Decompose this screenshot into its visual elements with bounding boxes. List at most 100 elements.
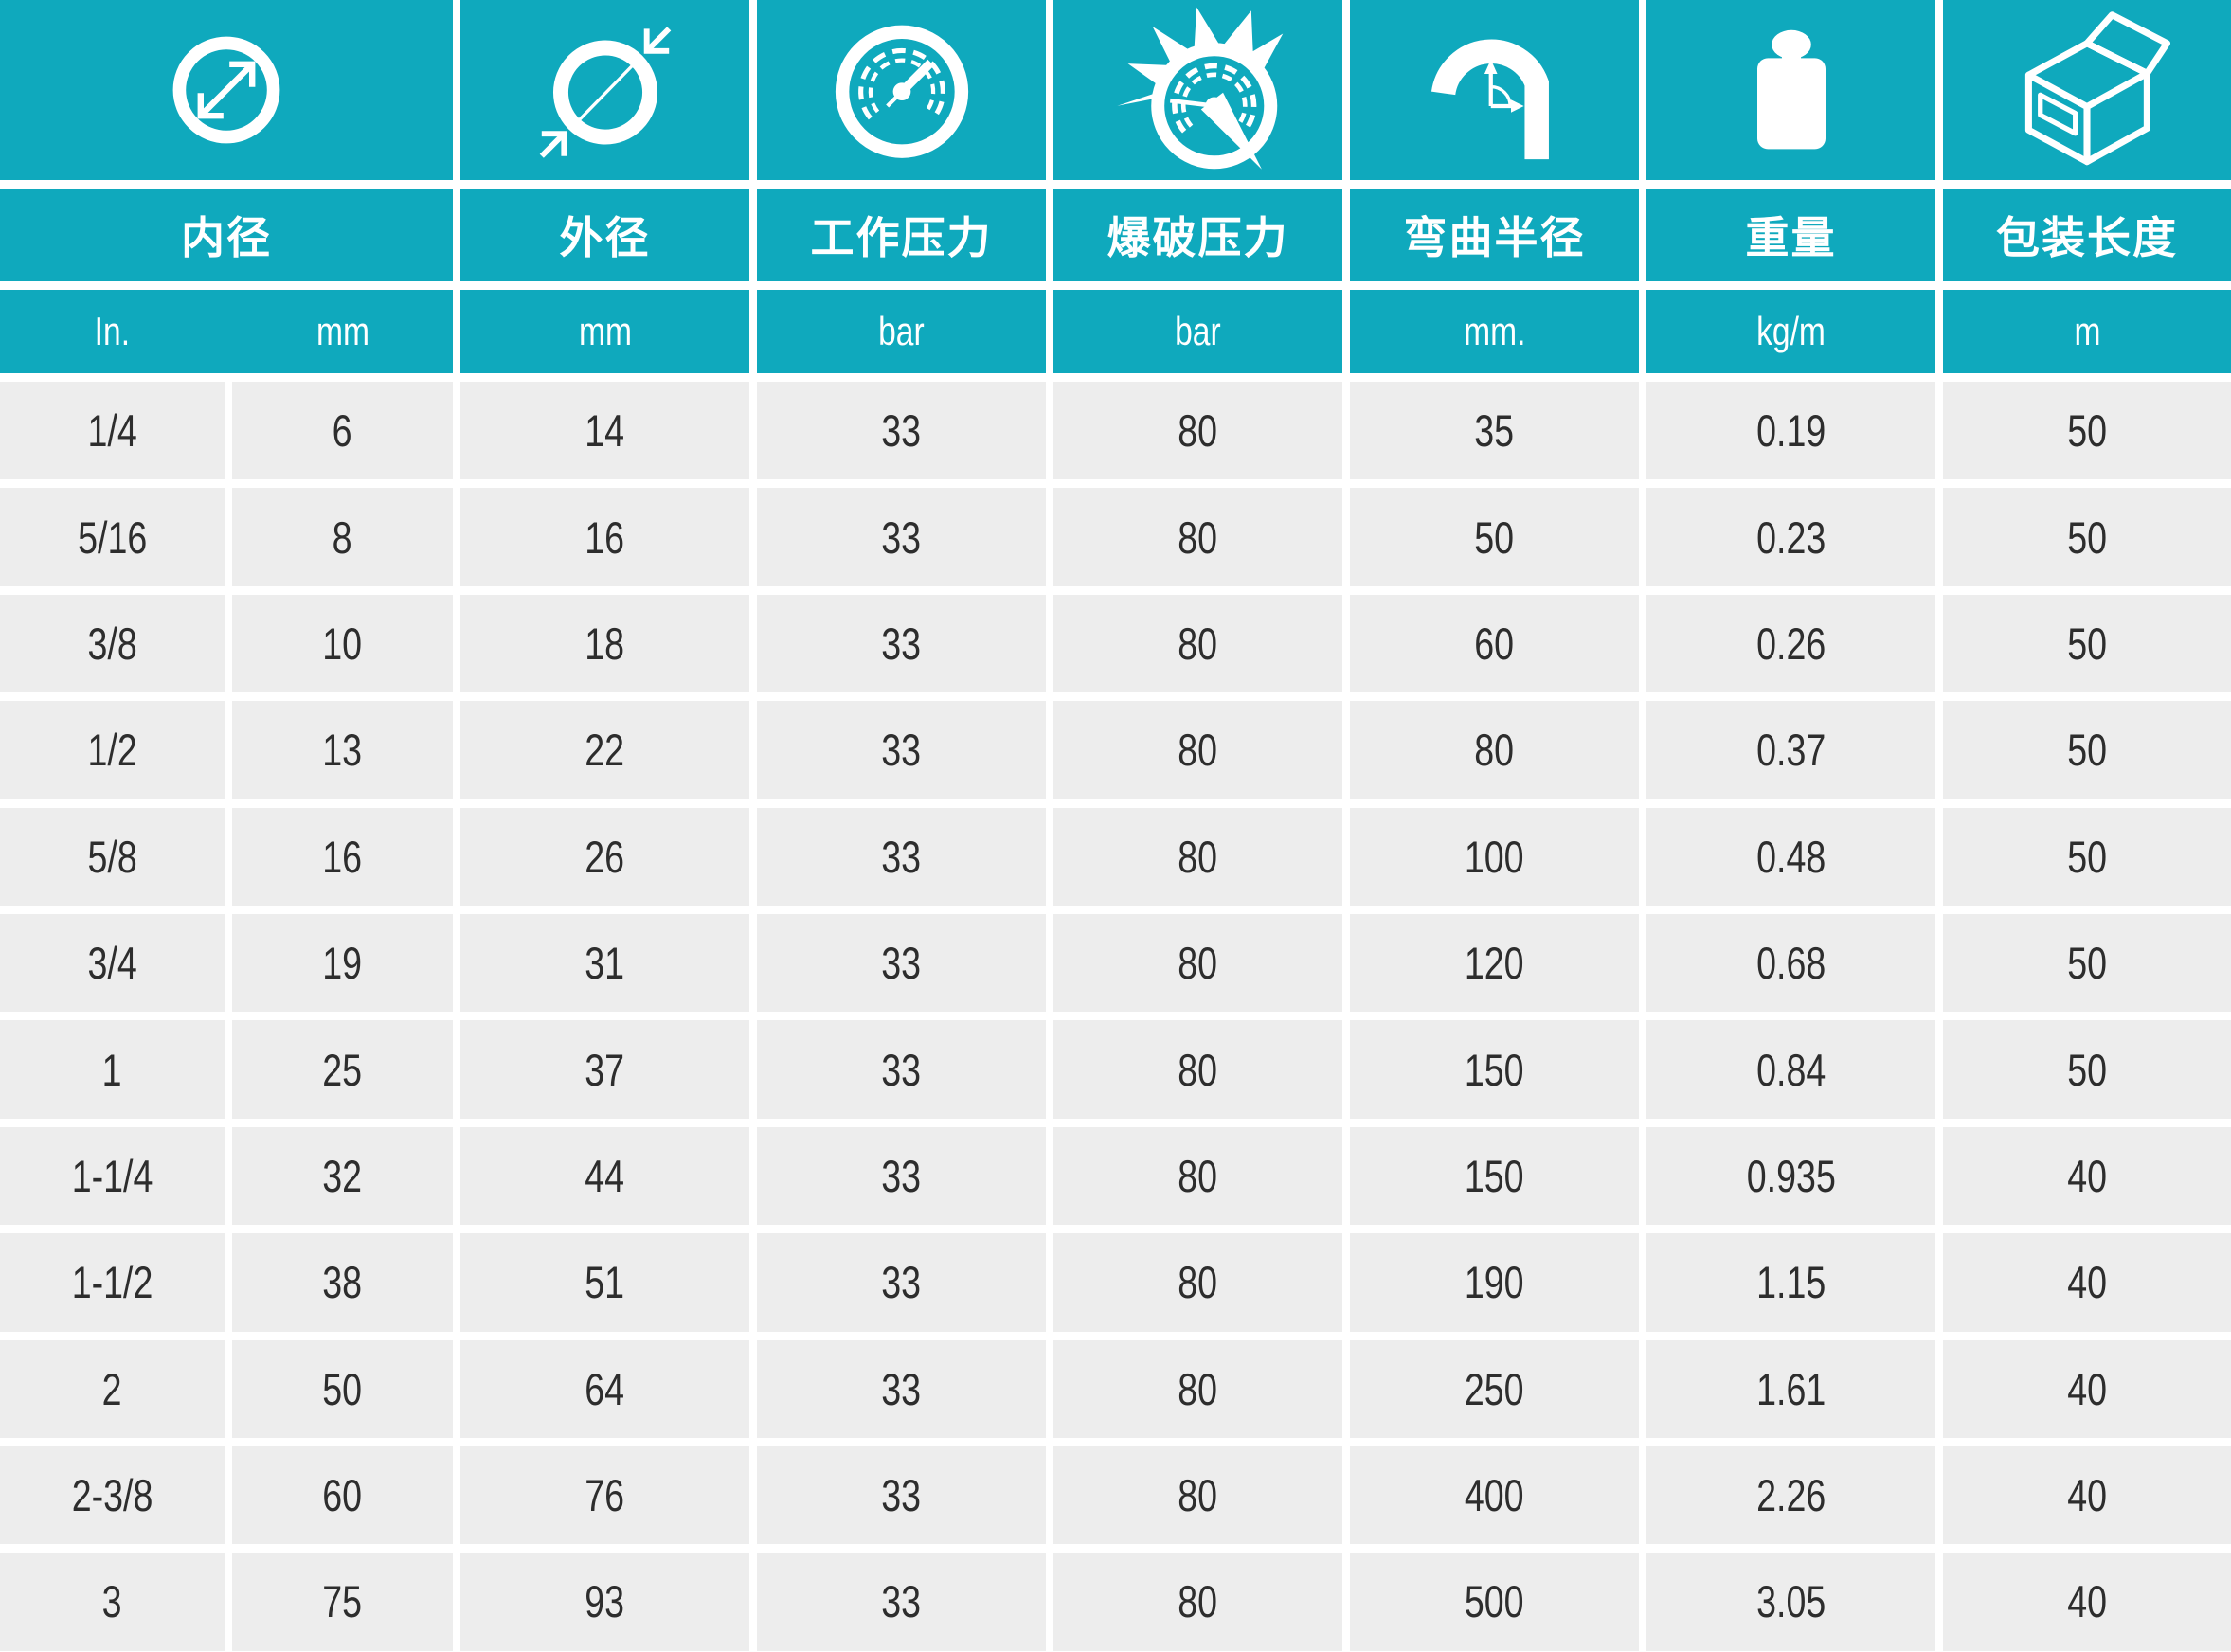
table-cell-value: 37: [585, 1044, 625, 1095]
table-cell: 80: [1053, 1553, 1342, 1651]
column-title-burst-pressure: 爆破压力: [1053, 189, 1342, 281]
table-cell-value: 1/2: [87, 725, 137, 776]
table-cell: 3: [0, 1553, 225, 1651]
table-cell-value: 0.48: [1755, 831, 1826, 882]
table-cell: 190: [1350, 1233, 1639, 1332]
table-cell: 14: [460, 382, 749, 480]
table-cell: 33: [757, 488, 1046, 586]
table-cell: 120: [1350, 913, 1639, 1013]
table-cell: 44: [460, 1126, 749, 1226]
icon-cell: [1053, 0, 1342, 180]
unit-cell-package-length: m: [1943, 290, 2231, 373]
table-cell: 0.84: [1646, 1020, 1935, 1119]
table-cell-value: 40: [2067, 1470, 2107, 1521]
working-pressure-gauge-icon: [821, 9, 982, 171]
table-cell-value: 50: [2067, 512, 2107, 563]
table-cell-value: 18: [585, 618, 625, 669]
table-cell-value: 250: [1465, 1363, 1524, 1414]
table-cell-value: 50: [2067, 618, 2107, 669]
table-cell: 33: [757, 594, 1046, 693]
table-cell-value: 44: [585, 1150, 625, 1201]
icon-cell: [460, 0, 749, 180]
table-cell-value: 500: [1465, 1576, 1524, 1627]
table-cell: 50: [1943, 594, 2231, 693]
icon-cell: [757, 0, 1046, 180]
weight-icon: [1716, 14, 1867, 166]
table-cell: 1: [0, 1020, 225, 1119]
table-cell-value: 60: [322, 1470, 363, 1521]
unit-cell-weight: kg/m: [1646, 290, 1935, 373]
table-cell-value: 50: [2067, 831, 2107, 882]
table-cell-value: 150: [1465, 1044, 1524, 1095]
table-cell-value: 33: [881, 725, 922, 776]
table-cell-value: 5/8: [87, 831, 137, 882]
table-cell-value: 75: [322, 1576, 363, 1627]
table-cell-value: 3.05: [1755, 1576, 1826, 1627]
table-cell-value: 33: [881, 831, 922, 882]
table-cell-value: 33: [881, 1470, 922, 1521]
table-cell-value: 6: [333, 405, 352, 457]
table-cell: 33: [757, 1446, 1046, 1545]
table-cell: 6: [232, 382, 453, 480]
table-cell-value: 33: [881, 618, 922, 669]
table-cell-value: 32: [322, 1150, 363, 1201]
table-cell: 19: [232, 913, 453, 1013]
table-cell: 40: [1943, 1126, 2231, 1226]
table-cell: 93: [460, 1553, 749, 1651]
table-cell-value: 80: [1178, 512, 1218, 563]
table-cell-value: 60: [1474, 618, 1515, 669]
table-cell: 10: [232, 594, 453, 693]
table-cell-value: 40: [2067, 1576, 2107, 1627]
table-cell: 0.23: [1646, 488, 1935, 586]
table-cell-value: 80: [1178, 405, 1218, 457]
table-cell-value: 2-3/8: [71, 1470, 153, 1521]
table-cell-value: 40: [2067, 1363, 2107, 1414]
column-title-working-pressure: 工作压力: [757, 189, 1046, 281]
table-cell-value: 50: [2067, 1044, 2107, 1095]
table-cell: 1/2: [0, 701, 225, 799]
table-cell: 80: [1053, 807, 1342, 906]
table-cell: 0.37: [1646, 701, 1935, 799]
column-title-outer-diameter: 外径: [460, 189, 749, 281]
unit-label: bar: [1175, 309, 1221, 353]
table-cell: 50: [1943, 913, 2231, 1013]
table-cell: 76: [460, 1446, 749, 1545]
table-cell-value: 80: [1178, 938, 1218, 989]
table-cell-value: 33: [881, 1150, 922, 1201]
table-cell: 33: [757, 1126, 1046, 1226]
table-cell: 3/4: [0, 913, 225, 1013]
table-cell: 2-3/8: [0, 1446, 225, 1545]
table-cell: 500: [1350, 1553, 1639, 1651]
table-cell-value: 0.935: [1746, 1150, 1836, 1201]
table-cell: 33: [757, 807, 1046, 906]
table-cell-value: 80: [1178, 725, 1218, 776]
table-cell: 50: [1943, 382, 2231, 480]
table-cell-value: 33: [881, 405, 922, 457]
table-cell-value: 100: [1465, 831, 1524, 882]
table-cell: 75: [232, 1553, 453, 1651]
column-title-bend-radius: 弯曲半径: [1350, 189, 1639, 281]
table-cell-value: 0.23: [1755, 512, 1826, 563]
unit-cell-inner-diameter: In. mm: [0, 290, 453, 373]
table-cell: 0.68: [1646, 913, 1935, 1013]
table-cell: 64: [460, 1339, 749, 1438]
table-cell: 31: [460, 913, 749, 1013]
table-cell: 80: [1053, 382, 1342, 480]
table-cell: 80: [1053, 1126, 1342, 1226]
table-cell: 5/16: [0, 488, 225, 586]
table-cell: 22: [460, 701, 749, 799]
column-title-label: 爆破压力: [1107, 213, 1289, 262]
table-cell-value: 40: [2067, 1150, 2107, 1201]
table-cell-value: 0.26: [1755, 618, 1826, 669]
table-cell: 1.15: [1646, 1233, 1935, 1332]
unit-label: mm: [578, 309, 632, 353]
table-cell: 33: [757, 382, 1046, 480]
table-cell: 80: [1053, 488, 1342, 586]
table-cell: 50: [1943, 1020, 2231, 1119]
table-cell: 13: [232, 701, 453, 799]
unit-label: bar: [878, 309, 925, 353]
table-cell-value: 1-1/2: [71, 1257, 153, 1308]
table-cell-value: 33: [881, 512, 922, 563]
table-cell-value: 50: [2067, 405, 2107, 457]
table-cell-value: 19: [322, 938, 363, 989]
